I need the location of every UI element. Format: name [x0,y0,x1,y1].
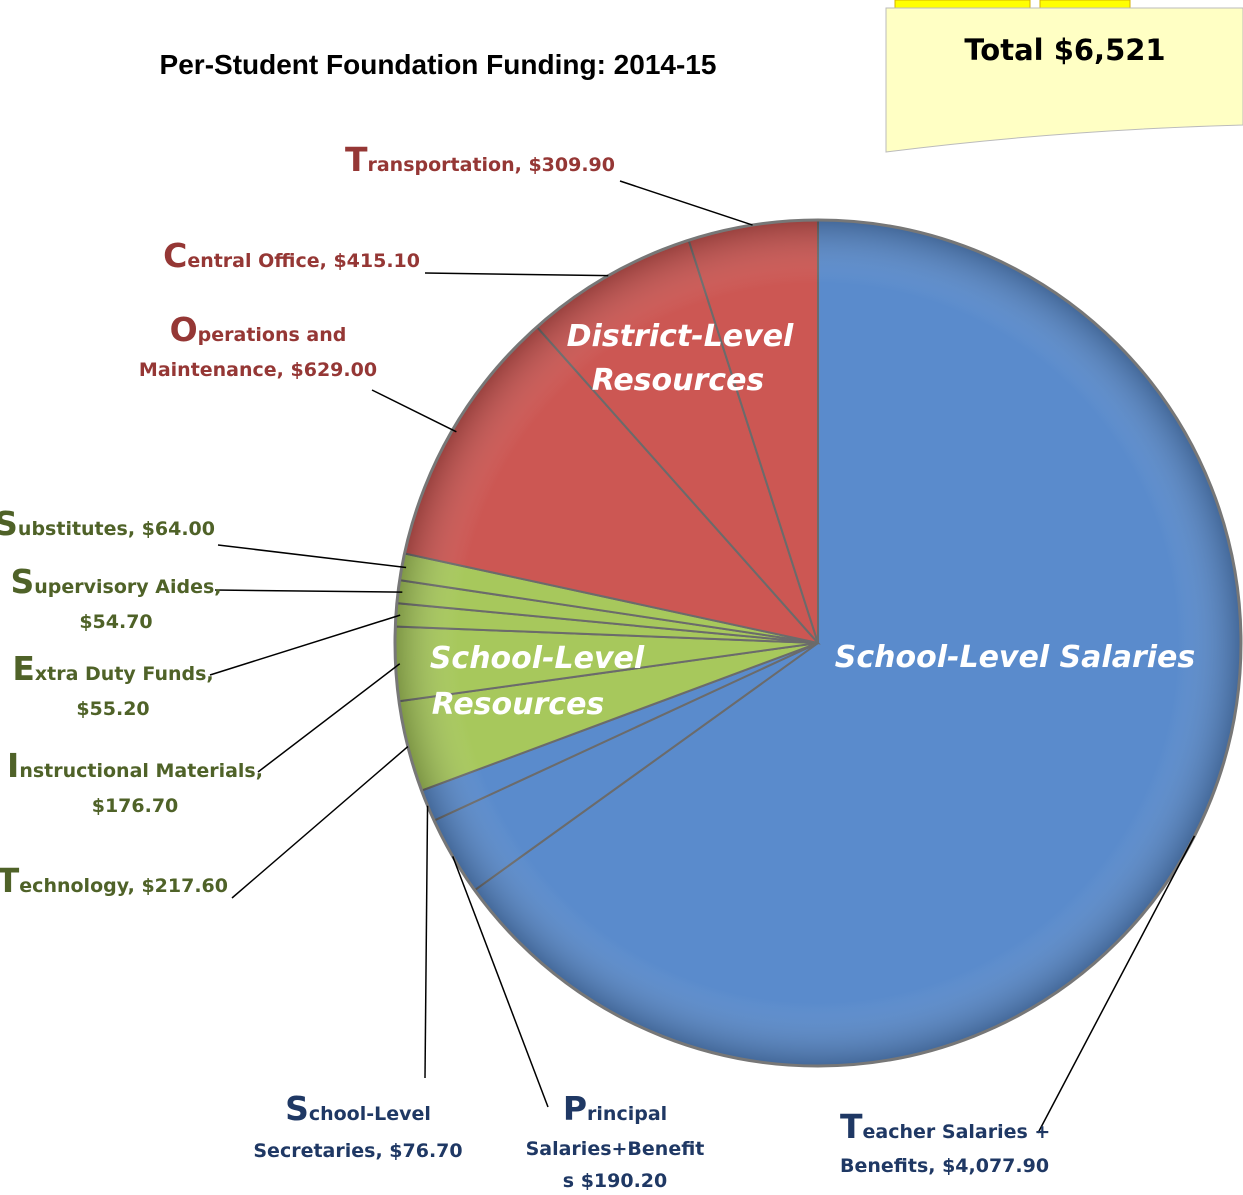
note-tab [1039,0,1131,9]
rest: ransportation, $309.90 [367,154,615,176]
group-line: Resources [432,687,605,722]
leader-line [214,589,403,593]
rest: echnology, $217.60 [19,875,228,897]
slice-label: Technology, $217.60 [0,861,228,900]
initial: S [0,504,18,543]
label-line: $54.70 [79,611,152,633]
slice-label: Extra Duty Funds, $55.20 [12,649,213,720]
group-line: District-Level [567,319,794,354]
leader-line [217,544,407,569]
label-line: Secretaries, $76.70 [253,1140,462,1162]
rest: rincipal [587,1103,667,1125]
label-line: $176.70 [92,795,179,817]
slice-label: Supervisory Aides, $54.70 [10,562,221,633]
rest: ubstitutes, $64.00 [18,518,215,540]
label-line: Operations and [170,310,347,349]
initial: I [7,746,19,785]
label-line: Extra Duty Funds, [12,649,213,688]
leader-line [452,856,549,1108]
initial: E [12,649,35,688]
rest: perations and [198,324,347,346]
group-line: School-Level [430,641,645,676]
initial: T [345,140,368,179]
total-note: Total $6,521 [964,33,1165,67]
group-label: District-Level Resources [567,319,794,398]
leader-line [619,180,753,226]
leader-line [209,614,401,676]
label-line: School-Level [285,1089,431,1128]
slice-label: Instructional Materials, $176.70 [7,746,263,817]
leader-line [424,805,429,1079]
label-line: Maintenance, $629.00 [139,359,377,381]
slice-label: School-Level Secretaries, $76.70 [253,1089,462,1162]
slice-label: Central Office, $415.10 [163,236,420,275]
rest: chool-Level [309,1103,431,1125]
rest: nstructional Materials, [19,760,263,782]
group-line: Resources [592,363,765,398]
slice-label: Principal Salaries+Benefit s $190.20 [526,1089,705,1192]
note-tab [894,0,1031,9]
label-line: Transportation, $309.90 [345,140,615,179]
label-line: Principal [563,1089,667,1128]
initial: S [10,562,34,601]
pie [393,218,1243,1068]
initial: T [0,861,20,900]
label-line: Instructional Materials, [7,746,263,785]
rest: xtra Duty Funds, [35,663,214,685]
label-line: Salaries+Benefit [526,1138,705,1160]
group-label: School-Level Salaries [835,640,1195,675]
leader-line [257,663,401,773]
rest: eacher Salaries + [863,1121,1051,1143]
chart-title: Per-Student Foundation Funding: 2014-15 [160,49,717,80]
group-label: School-Level Resources [430,641,645,722]
label-line: Substitutes, $64.00 [0,504,215,543]
label-line: Central Office, $415.10 [163,236,420,275]
slice-label: Teacher Salaries + Benefits, $4,077.90 [840,1107,1050,1177]
rest: upervisory Aides, [34,576,221,598]
label-line: Technology, $217.60 [0,861,228,900]
slice-label: Substitutes, $64.00 [0,504,215,543]
slice-label: Transportation, $309.90 [345,140,615,179]
slice-label: Operations and Maintenance, $629.00 [139,310,377,381]
initial: C [163,236,187,275]
leader-line [424,272,609,277]
initial: O [170,310,198,349]
label-line: Teacher Salaries + [840,1107,1050,1146]
initial: P [563,1089,587,1128]
label-line: s $190.20 [563,1170,667,1192]
leader-line [1037,835,1196,1134]
label-line: Supervisory Aides, [10,562,221,601]
initial: S [285,1089,309,1128]
note [885,7,1243,153]
label-line: $55.20 [76,698,149,720]
label-line: Benefits, $4,077.90 [840,1155,1049,1177]
initial: T [840,1107,863,1146]
leader-line [371,389,457,433]
rest: entral Office, $415.10 [187,250,420,272]
pie-shade [393,218,1243,1068]
leader-line [231,745,409,899]
